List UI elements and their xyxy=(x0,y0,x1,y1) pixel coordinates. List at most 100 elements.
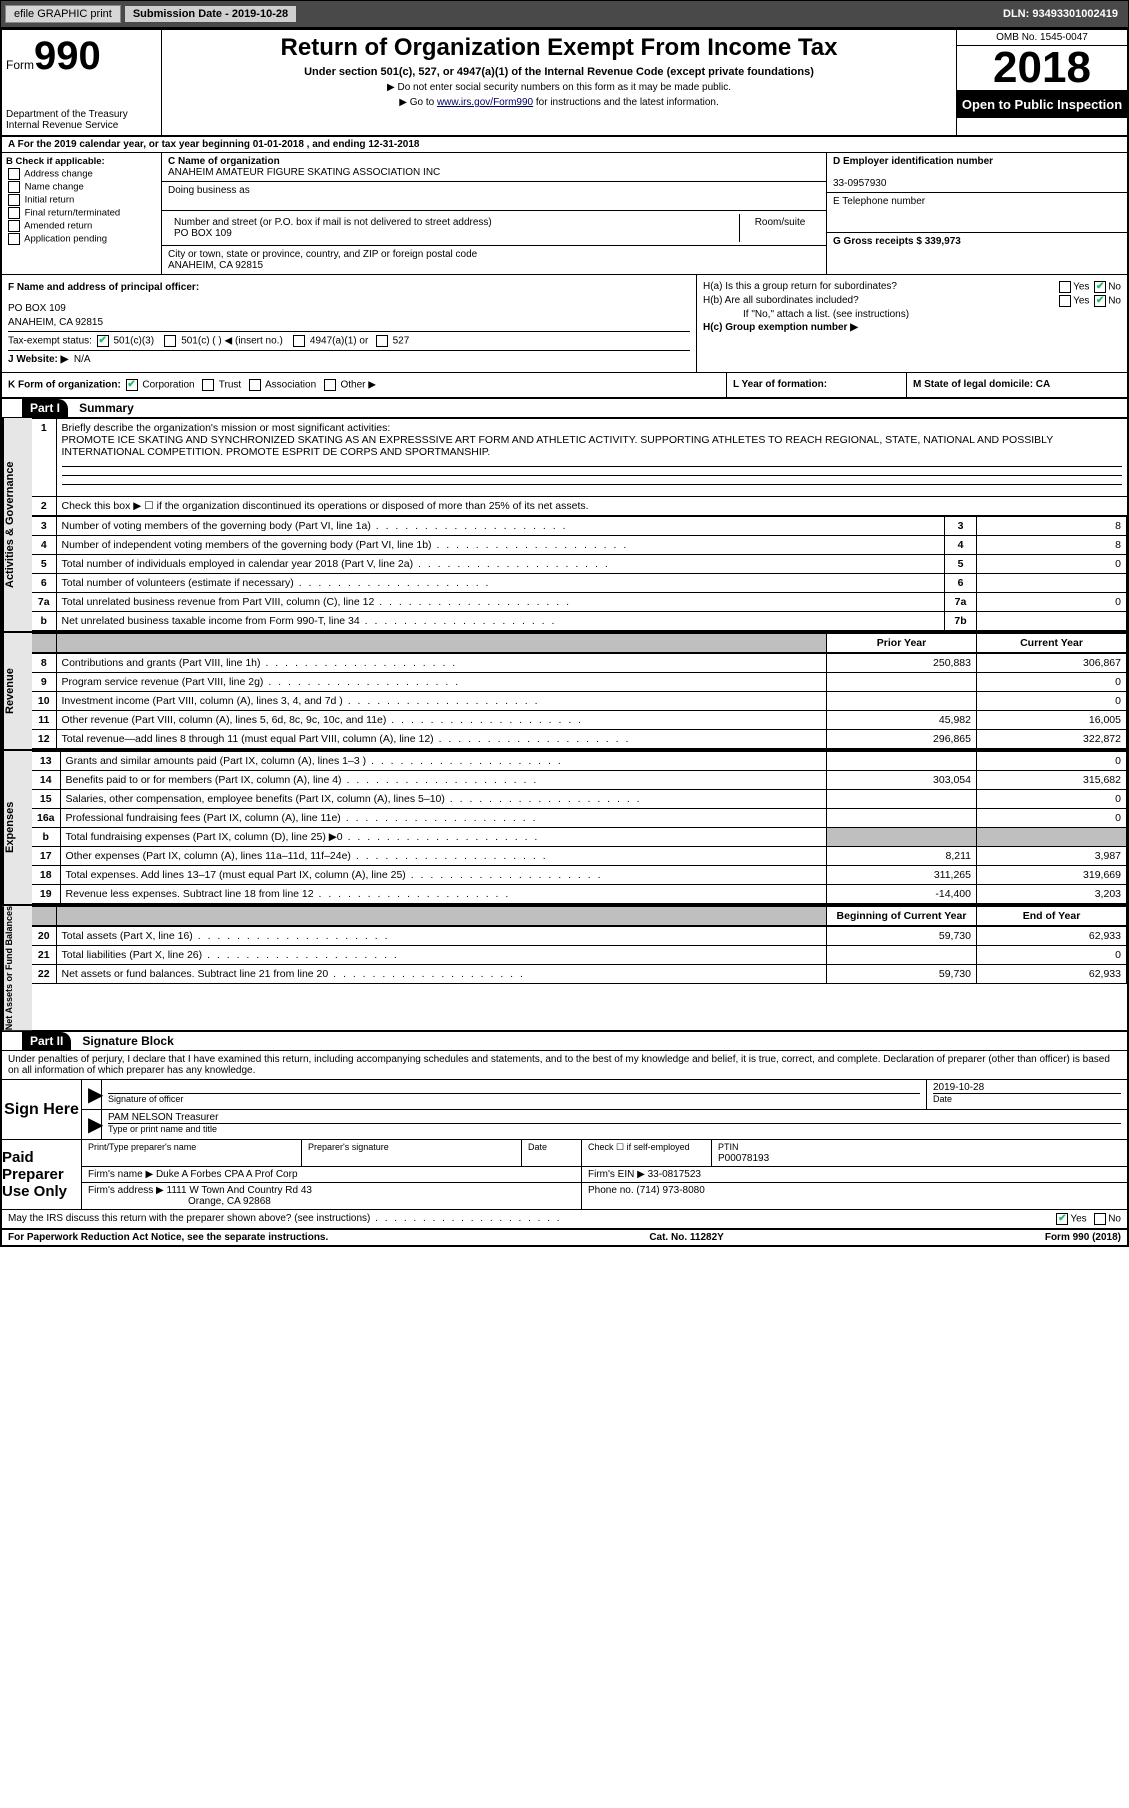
m-label: M State of legal domicile: CA xyxy=(913,379,1050,390)
fj-left: F Name and address of principal officer:… xyxy=(2,275,697,372)
chk-assoc[interactable] xyxy=(249,379,261,391)
part2-title: Signature Block xyxy=(82,1034,173,1048)
discuss-label: May the IRS discuss this return with the… xyxy=(8,1213,562,1225)
chk-amended-return[interactable] xyxy=(8,220,20,232)
ha-yes[interactable] xyxy=(1059,281,1071,293)
top-toolbar: efile GRAPHIC print Submission Date - 20… xyxy=(0,0,1129,28)
sig-date-value: 2019-10-28 xyxy=(933,1082,984,1093)
form-note2: ▶ Go to www.irs.gov/Form990 for instruct… xyxy=(170,97,948,108)
irs-label: Internal Revenue Service xyxy=(6,120,157,131)
na-header: Beginning of Current YearEnd of Year xyxy=(32,906,1127,926)
chk-trust[interactable] xyxy=(202,379,214,391)
header-left: Form990 Department of the Treasury Inter… xyxy=(2,30,162,135)
f-addr1: PO BOX 109 xyxy=(8,303,690,314)
addr-value: PO BOX 109 xyxy=(174,228,232,239)
org-name-label: C Name of organization xyxy=(168,156,280,167)
tax-year: 2018 xyxy=(957,46,1127,91)
officer-name: PAM NELSON Treasurer xyxy=(108,1112,218,1123)
chk-4947[interactable] xyxy=(293,335,305,347)
side-rev: Revenue xyxy=(2,633,32,749)
dba-label: Doing business as xyxy=(168,185,250,196)
room-label: Room/suite xyxy=(740,214,820,242)
hb-label: H(b) Are all subordinates included? xyxy=(703,295,859,307)
form-header: Form990 Department of the Treasury Inter… xyxy=(2,30,1127,137)
hc-label: H(c) Group exemption number ▶ xyxy=(703,322,858,333)
hb-no[interactable] xyxy=(1094,295,1106,307)
ag-rows: 3Number of voting members of the governi… xyxy=(32,516,1127,631)
ha-no[interactable] xyxy=(1094,281,1106,293)
col-d-to-g: D Employer identification number 33-0957… xyxy=(827,153,1127,274)
rev-header: Prior YearCurrent Year xyxy=(32,633,1127,653)
section-k-l-m: K Form of organization: Corporation Trus… xyxy=(2,373,1127,399)
ein-label: D Employer identification number xyxy=(833,156,993,167)
part1-ag-table: 1 Briefly describe the organization's mi… xyxy=(32,418,1127,516)
f-label: F Name and address of principal officer: xyxy=(8,282,199,293)
form-number: 990 xyxy=(34,34,101,78)
side-exp: Expenses xyxy=(2,751,32,904)
part1-header: Part I Summary xyxy=(2,399,1127,418)
paid-preparer-label: Paid Preparer Use Only xyxy=(2,1140,82,1209)
chk-initial-return[interactable] xyxy=(8,194,20,206)
firm-ein: 33-0817523 xyxy=(648,1169,701,1180)
ha-label: H(a) Is this a group return for subordin… xyxy=(703,281,897,293)
prep-date-label: Date xyxy=(528,1142,547,1152)
part1-exp-wrap: Expenses 13Grants and similar amounts pa… xyxy=(2,751,1127,906)
declaration-text: Under penalties of perjury, I declare th… xyxy=(2,1051,1127,1080)
row-a-tax-year: A For the 2019 calendar year, or tax yea… xyxy=(2,137,1127,153)
firm-name-label: Firm's name ▶ xyxy=(88,1169,153,1180)
signature-block: Under penalties of perjury, I declare th… xyxy=(2,1051,1127,1230)
website-value: N/A xyxy=(74,354,91,365)
q2-label: Check this box ▶ ☐ if the organization d… xyxy=(56,497,1127,516)
prep-phone-label: Phone no. xyxy=(588,1185,634,1196)
footer-left: For Paperwork Reduction Act Notice, see … xyxy=(8,1232,328,1243)
q1-label: Briefly describe the organization's miss… xyxy=(62,422,391,434)
part1-na-wrap: Net Assets or Fund Balances Beginning of… xyxy=(2,906,1127,1032)
l-label: L Year of formation: xyxy=(733,379,827,390)
col-b-label: B Check if applicable: xyxy=(6,156,105,167)
type-name-label: Type or print name and title xyxy=(108,1123,1121,1134)
part1-rev-wrap: Revenue Prior YearCurrent Year 8Contribu… xyxy=(2,633,1127,751)
form-prefix: Form xyxy=(6,58,34,72)
gross-receipts-label: G Gross receipts $ 339,973 xyxy=(833,236,961,247)
chk-501c[interactable] xyxy=(164,335,176,347)
chk-other[interactable] xyxy=(324,379,336,391)
form-note1: ▶ Do not enter social security numbers o… xyxy=(170,82,948,93)
form-container: Form990 Department of the Treasury Inter… xyxy=(0,28,1129,1247)
hb-yes[interactable] xyxy=(1059,295,1071,307)
footer-mid: Cat. No. 11282Y xyxy=(649,1232,723,1243)
discuss-no[interactable] xyxy=(1094,1213,1106,1225)
rev-rows: 8Contributions and grants (Part VIII, li… xyxy=(32,653,1127,749)
org-name: ANAHEIM AMATEUR FIGURE SKATING ASSOCIATI… xyxy=(168,167,440,178)
chk-address-change[interactable] xyxy=(8,168,20,180)
header-right: OMB No. 1545-0047 2018 Open to Public In… xyxy=(957,30,1127,135)
open-public-label: Open to Public Inspection xyxy=(957,91,1127,118)
chk-application-pending[interactable] xyxy=(8,233,20,245)
side-ag: Activities & Governance xyxy=(2,418,32,631)
side-na: Net Assets or Fund Balances xyxy=(2,906,32,1030)
efile-print-button[interactable]: efile GRAPHIC print xyxy=(5,5,121,23)
prep-name-label: Print/Type preparer's name xyxy=(88,1142,196,1152)
mission-text: PROMOTE ICE SKATING AND SYNCHRONIZED SKA… xyxy=(62,434,1054,458)
irs-link[interactable]: www.irs.gov/Form990 xyxy=(437,97,533,108)
prep-sig-label: Preparer's signature xyxy=(308,1142,389,1152)
chk-final-return[interactable] xyxy=(8,207,20,219)
section-f-to-j: F Name and address of principal officer:… xyxy=(2,275,1127,373)
part2-label: Part II xyxy=(22,1032,71,1050)
dln-label: DLN: 93493301002419 xyxy=(1003,8,1124,20)
website-label: J Website: ▶ xyxy=(8,354,68,365)
chk-501c3[interactable] xyxy=(97,335,109,347)
chk-name-change[interactable] xyxy=(8,181,20,193)
exp-rows: 13Grants and similar amounts paid (Part … xyxy=(32,751,1127,904)
page-footer: For Paperwork Reduction Act Notice, see … xyxy=(2,1230,1127,1245)
hb-note: If "No," attach a list. (see instruction… xyxy=(743,309,1121,320)
discuss-yes[interactable] xyxy=(1056,1213,1068,1225)
prep-phone: (714) 973-8080 xyxy=(636,1185,704,1196)
chk-527[interactable] xyxy=(376,335,388,347)
check-self-employed: Check ☐ if self-employed xyxy=(582,1140,712,1166)
tax-status-label: Tax-exempt status: xyxy=(8,336,92,347)
section-b-to-g: B Check if applicable: Address change Na… xyxy=(2,153,1127,275)
chk-corp[interactable] xyxy=(126,379,138,391)
firm-addr: 1111 W Town And Country Rd 43 xyxy=(167,1185,312,1196)
city-label: City or town, state or province, country… xyxy=(168,249,477,260)
na-rows: 20Total assets (Part X, line 16)59,73062… xyxy=(32,926,1127,984)
